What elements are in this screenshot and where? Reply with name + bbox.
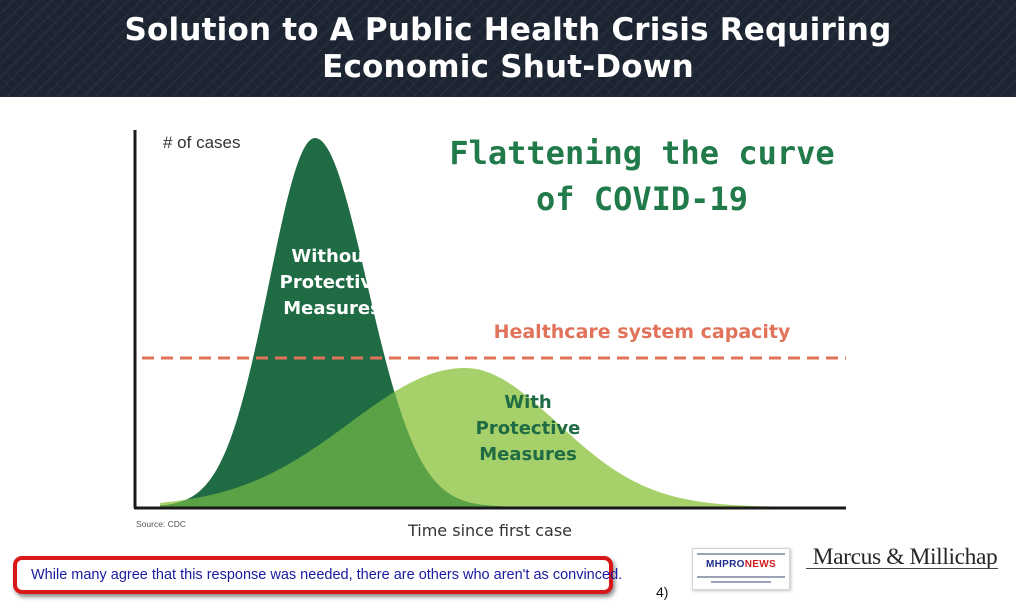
with-measures-label: With Protective Measures: [476, 392, 581, 465]
chart-title-line-1: Flattening the curve: [449, 134, 834, 172]
marcus-millichap-underline: [806, 568, 998, 569]
source-label: Source: CDC: [136, 519, 186, 529]
x-axis-label: Time since first case: [407, 521, 572, 540]
without-label-line-1: Without: [291, 246, 373, 267]
without-label-line-3: Measures: [283, 298, 381, 319]
mhpronews-wordmark-a: MHPRO: [706, 559, 745, 570]
with-label-line-3: Measures: [479, 444, 577, 465]
chart-title-line-2: of COVID-19: [536, 180, 748, 218]
slide-title-line-1: Solution to A Public Health Crisis Requi…: [124, 11, 892, 48]
without-label-line-2: Protective: [280, 272, 385, 293]
capacity-label: Healthcare system capacity: [494, 321, 791, 343]
marcus-millichap-logo: Marcus & Millichap: [812, 544, 998, 570]
callout-text: While many agree that this response was …: [31, 567, 623, 583]
with-label-line-2: Protective: [476, 418, 581, 439]
mhpronews-wordmark-b: NEWS: [744, 559, 776, 570]
without-measures-area: [160, 138, 510, 507]
callout-box: While many agree that this response was …: [13, 556, 622, 594]
flattening-curve-chart: # of cases Time since first case Source:…: [120, 118, 860, 543]
slide-title-banner: Solution to A Public Health Crisis Requi…: [0, 0, 1016, 97]
mhpronews-wordmark: MHPRONEWS: [693, 559, 789, 570]
mhpronews-logo: MHPRONEWS: [692, 548, 790, 590]
y-axis-label: # of cases: [163, 133, 241, 152]
slide-number: 4): [656, 584, 669, 600]
without-measures-label: Without Protective Measures: [280, 246, 385, 319]
with-label-line-1: With: [504, 392, 551, 413]
slide-title-line-2: Economic Shut-Down: [322, 48, 694, 85]
